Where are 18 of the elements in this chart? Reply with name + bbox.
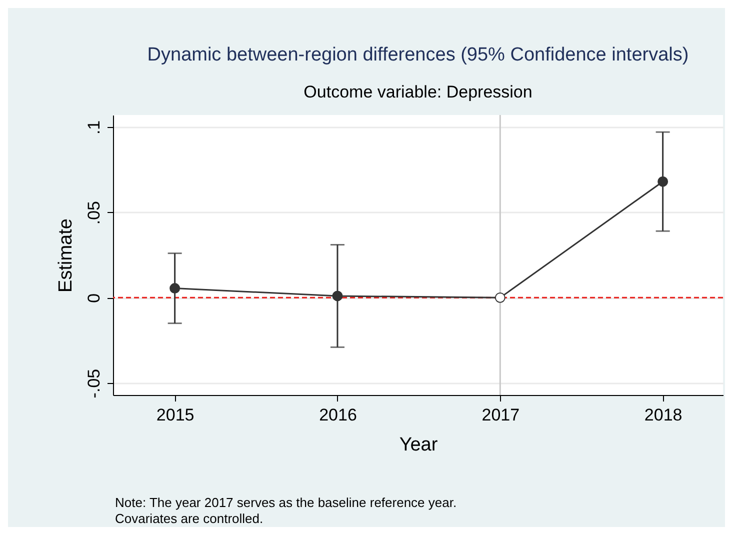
x-axis-title: Year [399, 434, 438, 456]
x-tick-label: 2016 [319, 406, 357, 424]
point [658, 176, 668, 187]
point [170, 283, 180, 294]
y-tick-label: .05 [84, 200, 104, 225]
y-axis-title: Estimate [56, 218, 76, 292]
point [332, 290, 343, 302]
y-tick-label: 0 [84, 293, 104, 303]
y-tick-label: .1 [84, 120, 104, 135]
point [494, 292, 506, 303]
text: Note: The year 2017 serves as the baseline reference year. [115, 495, 457, 510]
x-tick-label: 2015 [156, 406, 194, 424]
chart-title: Dynamic between-region differences (95% Confidence intervals) [147, 44, 689, 66]
text: Covariates are controlled. [115, 511, 264, 526]
chart-subtitle: Outcome variable: Depression [304, 82, 532, 102]
x-tick-label: 2018 [644, 406, 682, 424]
y-tick-label: -.05 [84, 368, 104, 398]
x-tick-label: 2017 [482, 406, 520, 424]
